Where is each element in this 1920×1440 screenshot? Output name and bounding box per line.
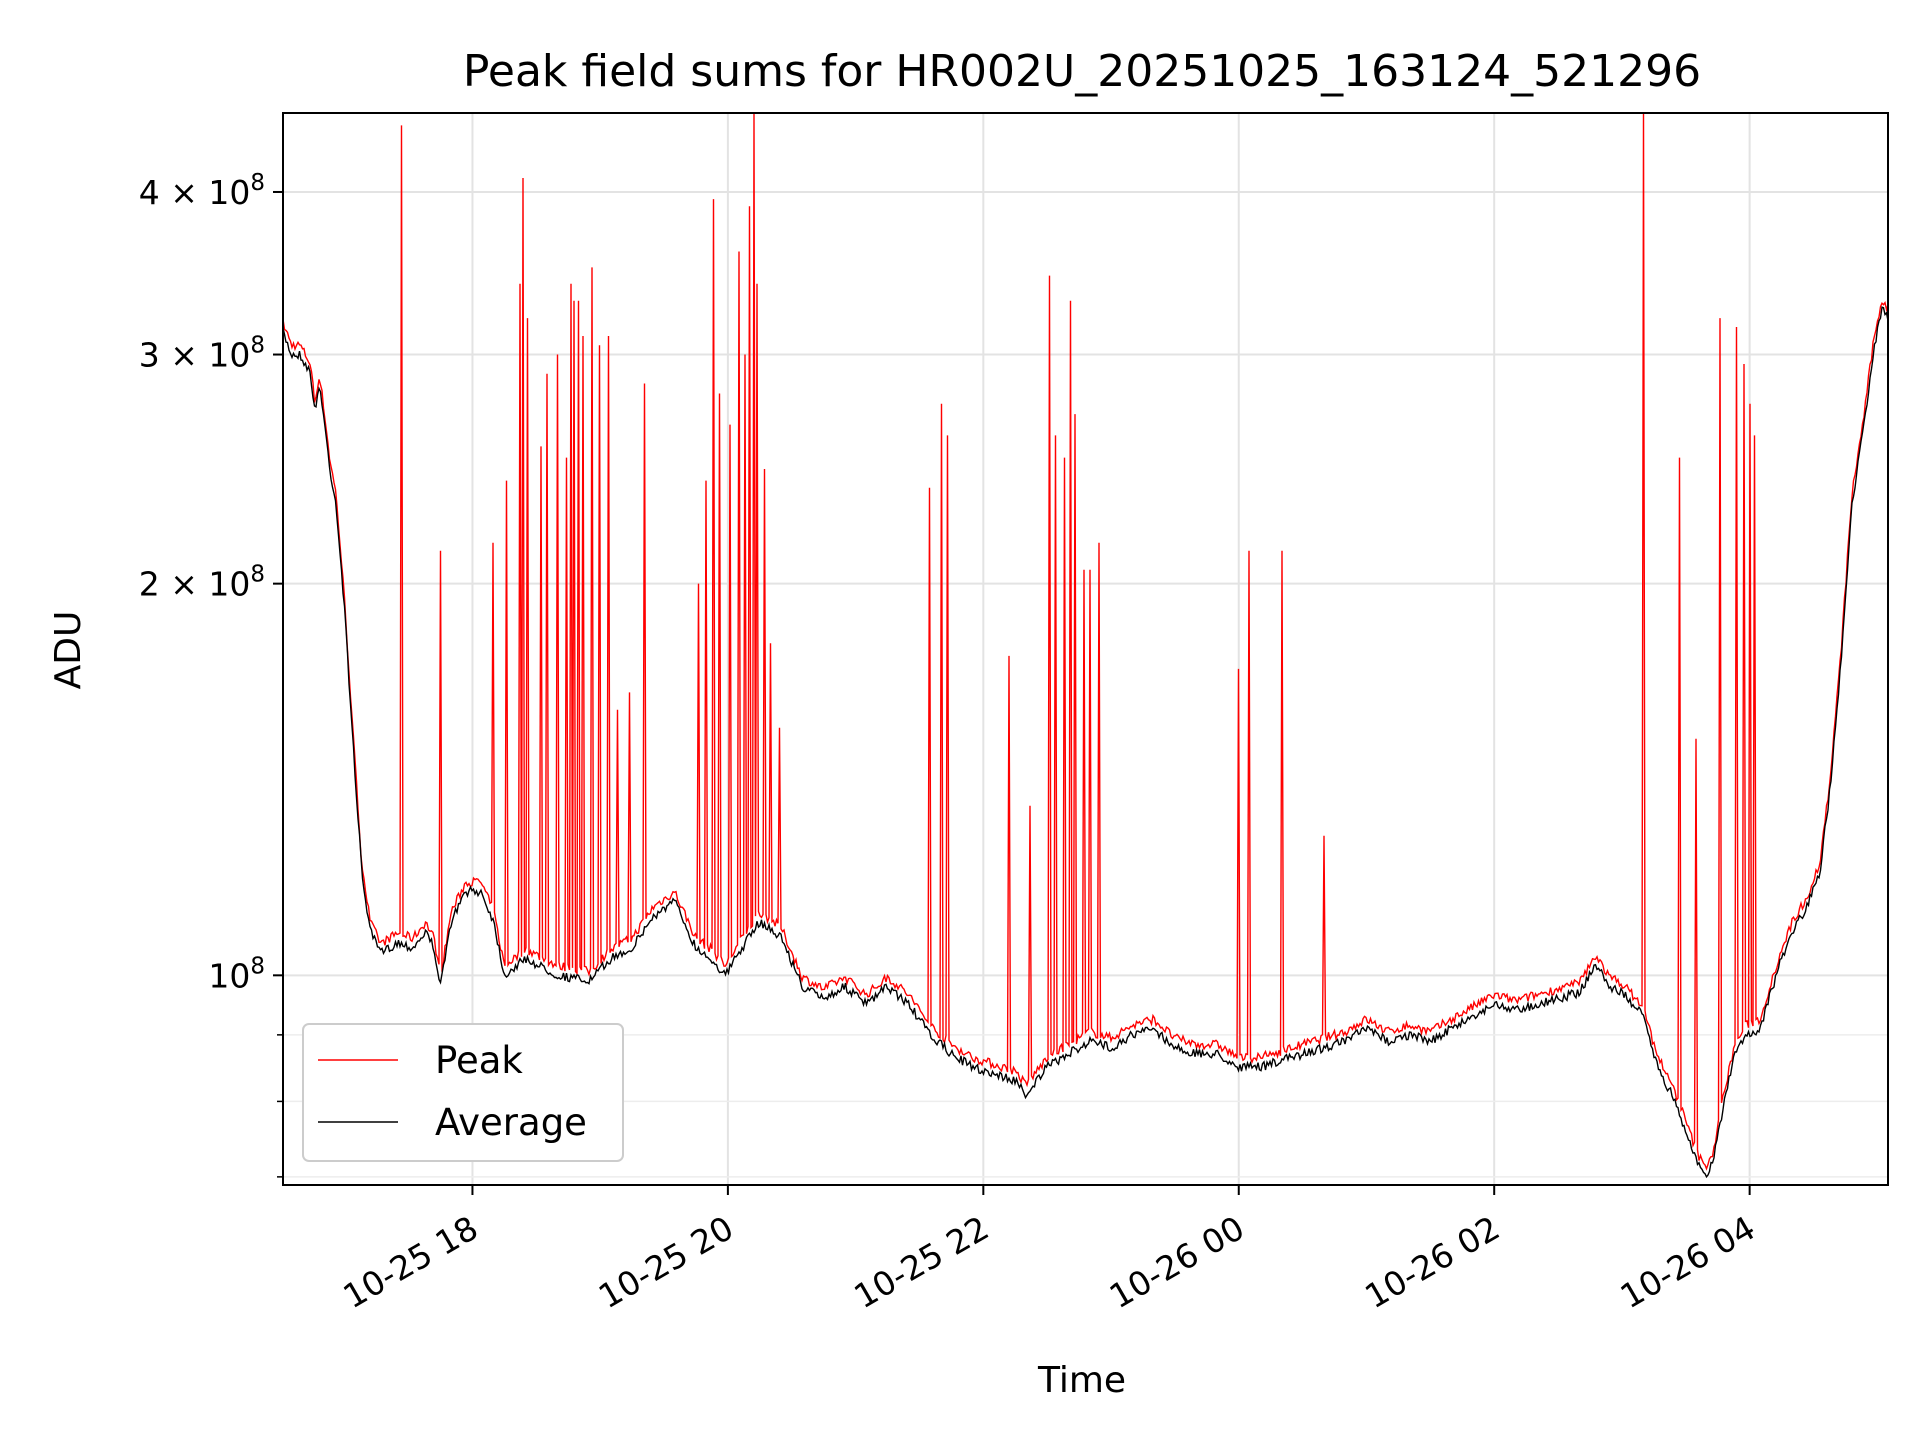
x-axis-label: Time: [1037, 1360, 1126, 1401]
series-peak-line: [283, 113, 1888, 1171]
chart-title: Peak field sums for HR002U_20251025_1631…: [463, 46, 1701, 97]
legend: Peak Average: [302, 1023, 624, 1162]
legend-average-label: Average: [435, 1101, 587, 1144]
y-axis-label: ADU: [48, 611, 89, 690]
y-tick-label: 4 × 108: [139, 170, 265, 212]
plot-frame: [282, 112, 1889, 1186]
y-tick-label: 3 × 108: [139, 333, 265, 375]
y-tick-label: 108: [208, 953, 265, 995]
y-tick-label: 2 × 108: [139, 562, 265, 604]
series-layer: [283, 113, 1888, 1179]
legend-peak-label: Peak: [435, 1039, 523, 1082]
series-average-line: [283, 306, 1888, 1179]
grid: [283, 113, 1888, 1185]
legend-box: [302, 1023, 624, 1162]
